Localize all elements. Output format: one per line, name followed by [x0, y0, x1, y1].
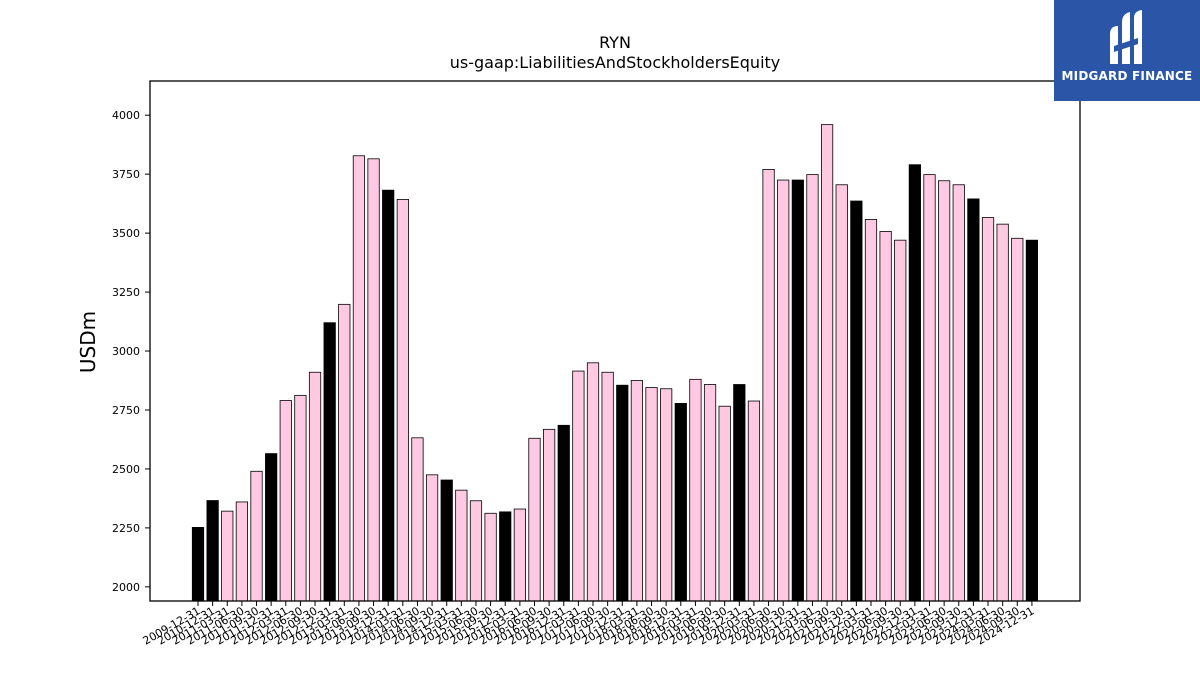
bar-2011-03-31 — [221, 510, 234, 602]
logo-text: MIDGARD FINANCE — [1061, 69, 1193, 83]
y-tick-label: 4000 — [112, 109, 140, 122]
bar-2012-09-30 — [308, 371, 322, 602]
bar-2015-03-31 — [455, 489, 468, 602]
bar-2020-12-31 — [791, 179, 804, 602]
bar-2021-12-31 — [850, 200, 863, 602]
bar-2010-12-31 — [206, 500, 219, 602]
bar-2019-06-30 — [703, 384, 717, 602]
bar-2018-12-31 — [674, 402, 687, 602]
bar-2019-03-31 — [689, 378, 702, 602]
bar-2022-12-31 — [908, 164, 921, 602]
bar-2014-12-31 — [440, 479, 453, 602]
bar-2016-06-30 — [528, 437, 541, 602]
bar-2021-03-31 — [806, 174, 819, 602]
chart-subtitle: us-gaap:LiabilitiesAndStockholdersEquity — [450, 53, 781, 72]
bar-2018-03-31 — [630, 380, 644, 602]
bar-2017-09-30 — [601, 371, 614, 602]
bar-2016-03-31 — [513, 508, 526, 602]
bar-2024-12-31 — [1025, 239, 1039, 602]
bar-2018-09-30 — [660, 388, 673, 602]
bar-2012-03-31 — [279, 400, 292, 602]
bars — [191, 124, 1039, 602]
bar-2017-12-31 — [616, 384, 629, 602]
plot-frame — [149, 80, 1081, 602]
bar-2022-09-30 — [894, 239, 907, 602]
chart-title: RYN — [599, 33, 631, 52]
bar-2019-12-31 — [733, 384, 746, 602]
bar-2014-03-31 — [396, 198, 409, 602]
bar-2024-03-31 — [981, 217, 995, 602]
bar-2012-06-30 — [294, 394, 307, 602]
bar-2015-06-30 — [469, 500, 483, 602]
bar-2021-09-30 — [835, 184, 848, 602]
y-tick-label: 2500 — [112, 463, 140, 476]
bar-2024-09-30 — [1011, 237, 1024, 602]
bar-2012-12-31 — [323, 322, 336, 602]
bar-2018-06-30 — [645, 387, 658, 602]
bar-2020-06-30 — [762, 169, 775, 602]
bar-2017-03-31 — [572, 370, 585, 602]
bar-2014-09-30 — [425, 474, 439, 602]
bar-2013-09-30 — [367, 158, 380, 602]
y-tick-label: 2000 — [112, 581, 140, 594]
bar-2017-06-30 — [586, 362, 600, 602]
bar-2009-12-31 — [191, 527, 205, 602]
bar-2011-09-30 — [250, 470, 263, 602]
bar-2023-06-30 — [938, 180, 951, 602]
bar-2013-12-31 — [382, 189, 395, 602]
x-axis: 2009-12-312010-12-312011-03-312011-06-30… — [141, 601, 1036, 648]
y-tick-label: 3250 — [112, 286, 140, 299]
bar-2023-12-31 — [967, 198, 980, 602]
y-tick-label: 3750 — [112, 168, 140, 181]
bar-2020-09-30 — [777, 179, 790, 602]
y-tick-label: 3000 — [112, 345, 140, 358]
y-tick-label: 2750 — [112, 404, 140, 417]
bar-2024-06-30 — [996, 223, 1009, 602]
bar-2015-12-31 — [499, 511, 512, 602]
y-axis: 2000 2250 2500 2750 3000 3250 3500 3750 4000 — [112, 109, 150, 594]
y-tick-label: 2250 — [112, 522, 140, 535]
midgard-logo-icon — [1110, 10, 1142, 64]
bar-2011-12-31 — [265, 453, 278, 602]
bar-2019-09-30 — [718, 405, 731, 602]
y-tick-label: 3500 — [112, 227, 140, 240]
bar-2021-06-30 — [820, 124, 834, 602]
bar-2014-06-30 — [411, 437, 424, 602]
bar-2020-03-31 — [747, 400, 761, 602]
bar-2023-03-31 — [923, 174, 936, 602]
bar-2016-09-30 — [543, 428, 556, 602]
bar-2013-06-30 — [352, 155, 366, 602]
bar-2022-06-30 — [879, 231, 892, 602]
bar-2013-03-31 — [338, 303, 351, 602]
bar-2022-03-31 — [864, 219, 878, 602]
bar-2016-12-31 — [557, 424, 570, 602]
midgard-finance-logo: MIDGARD FINANCE — [1054, 0, 1200, 101]
y-axis-label: USDm — [76, 311, 100, 373]
bar-2015-09-30 — [484, 512, 497, 602]
bar-2011-06-30 — [235, 501, 248, 602]
bar-2023-09-30 — [952, 184, 965, 602]
